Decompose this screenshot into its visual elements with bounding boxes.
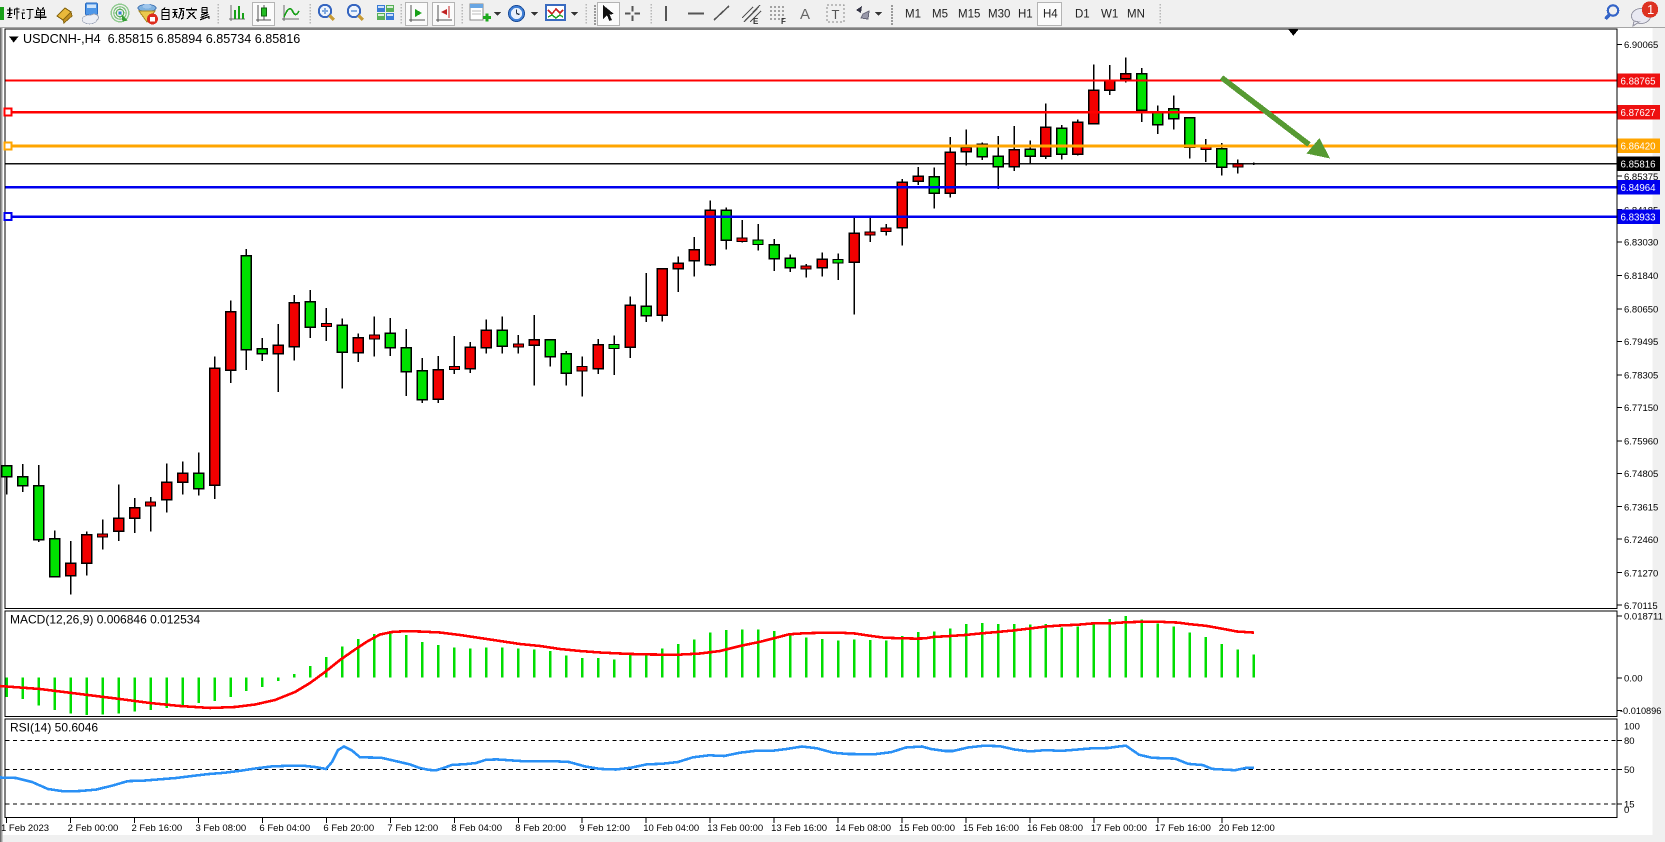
svg-text:9 Feb 12:00: 9 Feb 12:00 (579, 823, 630, 834)
svg-text:W1: W1 (1101, 9, 1118, 21)
svg-text:15 Feb 00:00: 15 Feb 00:00 (899, 823, 955, 834)
svg-text:H1: H1 (1018, 9, 1033, 21)
svg-text:6.83933: 6.83933 (1621, 213, 1656, 224)
svg-text:6 Feb 04:00: 6 Feb 04:00 (259, 823, 310, 834)
svg-text:6.71270: 6.71270 (1624, 568, 1658, 579)
svg-text:16 Feb 08:00: 16 Feb 08:00 (1027, 823, 1083, 834)
svg-text:2 Feb 00:00: 2 Feb 00:00 (68, 823, 119, 834)
svg-text:D1: D1 (1075, 9, 1090, 21)
svg-text:F: F (781, 17, 786, 26)
svg-text:8 Feb 04:00: 8 Feb 04:00 (451, 823, 502, 834)
svg-text:M1: M1 (905, 9, 921, 21)
svg-text:6.85375: 6.85375 (1624, 172, 1658, 183)
svg-text:17 Feb 00:00: 17 Feb 00:00 (1091, 823, 1147, 834)
svg-text:6.79495: 6.79495 (1624, 337, 1658, 348)
svg-text:6.81840: 6.81840 (1624, 271, 1658, 282)
svg-text:6.72460: 6.72460 (1624, 535, 1658, 546)
svg-text:17 Feb 16:00: 17 Feb 16:00 (1155, 823, 1211, 834)
svg-text:8 Feb 20:00: 8 Feb 20:00 (515, 823, 566, 834)
svg-text:USDCNH-,H4 6.85815 6.85894 6.: USDCNH-,H4 6.85815 6.85894 6.85734 6.858… (23, 32, 300, 46)
svg-text:0.018711: 0.018711 (1624, 612, 1663, 623)
svg-text:0: 0 (1624, 805, 1629, 816)
svg-text:15: 15 (1624, 799, 1635, 810)
svg-text:6.78305: 6.78305 (1624, 371, 1658, 382)
svg-text:A: A (800, 6, 810, 23)
svg-text:-0.010896: -0.010896 (1620, 706, 1661, 716)
svg-text:2 Feb 16:00: 2 Feb 16:00 (132, 823, 183, 834)
svg-text:1 Feb 2023: 1 Feb 2023 (1, 823, 49, 834)
svg-text:M15: M15 (958, 9, 980, 21)
svg-text:13 Feb 16:00: 13 Feb 16:00 (771, 823, 827, 834)
svg-text:6 Feb 20:00: 6 Feb 20:00 (323, 823, 374, 834)
svg-text:MACD(12,26,9) 0.006846 0.01253: MACD(12,26,9) 0.006846 0.012534 (10, 613, 200, 627)
svg-text:7 Feb 12:00: 7 Feb 12:00 (387, 823, 438, 834)
svg-text:6.85816: 6.85816 (1621, 159, 1656, 170)
svg-text:M30: M30 (988, 9, 1010, 21)
svg-text:6.70115: 6.70115 (1624, 601, 1658, 612)
svg-text:80: 80 (1624, 736, 1635, 747)
svg-text:10 Feb 04:00: 10 Feb 04:00 (643, 823, 699, 834)
svg-text:0.00: 0.00 (1624, 674, 1643, 685)
svg-text:6.73615: 6.73615 (1624, 502, 1658, 513)
svg-text:13 Feb 00:00: 13 Feb 00:00 (707, 823, 763, 834)
svg-text:15 Feb 16:00: 15 Feb 16:00 (963, 823, 1019, 834)
svg-text:100: 100 (1624, 722, 1640, 733)
svg-text:1: 1 (1647, 2, 1654, 17)
svg-text:6.87627: 6.87627 (1621, 108, 1656, 119)
svg-text:6.75960: 6.75960 (1624, 436, 1658, 447)
svg-text:M5: M5 (932, 9, 948, 21)
svg-text:6.77150: 6.77150 (1624, 403, 1658, 414)
svg-text:6.90065: 6.90065 (1624, 40, 1658, 51)
svg-text:6.80650: 6.80650 (1624, 305, 1658, 316)
svg-text:14 Feb 08:00: 14 Feb 08:00 (835, 823, 891, 834)
svg-text:6.74805: 6.74805 (1624, 469, 1658, 480)
svg-text:50: 50 (1624, 765, 1635, 776)
svg-text:6.84964: 6.84964 (1621, 183, 1657, 194)
svg-text:3 Feb 08:00: 3 Feb 08:00 (196, 823, 247, 834)
svg-text:E: E (753, 17, 759, 26)
svg-text:6.86420: 6.86420 (1621, 141, 1657, 152)
svg-text:MN: MN (1127, 9, 1145, 21)
svg-text:6.88765: 6.88765 (1621, 76, 1656, 87)
svg-text:RSI(14) 50.6046: RSI(14) 50.6046 (10, 721, 98, 735)
svg-text:20 Feb 12:00: 20 Feb 12:00 (1219, 823, 1275, 834)
svg-text:H4: H4 (1043, 9, 1058, 21)
svg-text:6.83030: 6.83030 (1624, 238, 1658, 249)
svg-text:T: T (832, 7, 840, 22)
